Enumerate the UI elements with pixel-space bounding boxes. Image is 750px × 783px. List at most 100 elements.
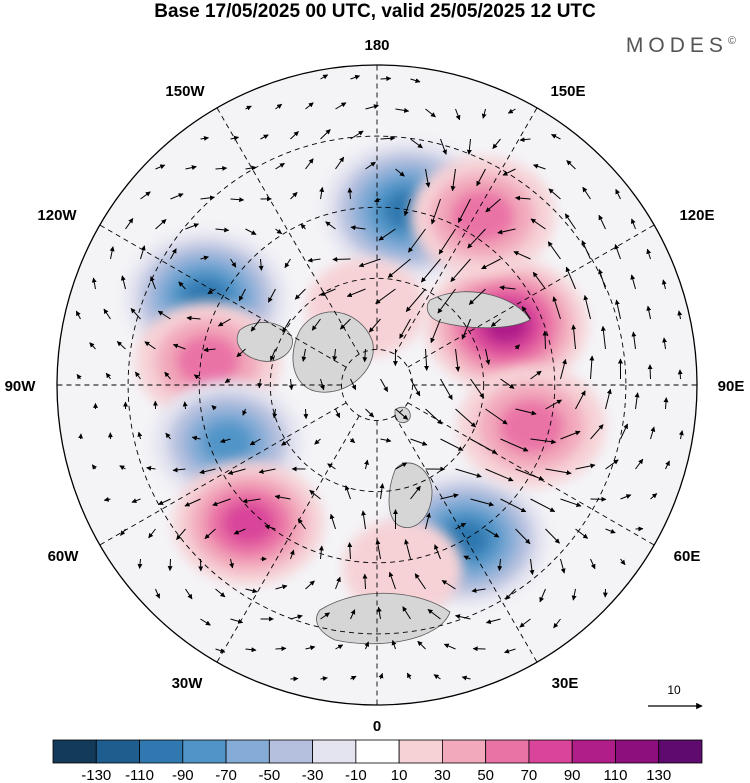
wind-arrow — [467, 228, 486, 249]
wind-arrow — [200, 135, 209, 141]
wind-arrow — [275, 162, 285, 170]
wind-arrow — [376, 606, 382, 620]
wind-arrow — [466, 138, 472, 155]
longitude-label: 0 — [373, 718, 381, 735]
colorbar: -130 -110 -90 -70 -50 -30 -10 10 30 50 70 90 110 130 — [52, 739, 703, 783]
wind-arrow — [461, 675, 471, 681]
wind-arrow — [103, 308, 111, 320]
wind-arrow — [497, 558, 503, 572]
wind-arrow — [440, 378, 453, 401]
wind-arrow — [455, 348, 461, 372]
anomaly-level — [222, 501, 275, 545]
anomaly-level — [342, 518, 463, 618]
wind-arrow — [399, 318, 411, 339]
wind-arrow — [204, 528, 216, 539]
wind-arrow — [137, 431, 143, 440]
wind-arrow — [167, 558, 173, 572]
wind-arrow — [450, 258, 471, 282]
wind-arrow — [677, 369, 683, 380]
wind-arrow — [395, 408, 409, 420]
wind-arrow — [545, 399, 563, 410]
wind-arrow — [362, 573, 368, 590]
wind-arrow — [335, 102, 347, 110]
wind-arrow — [513, 251, 531, 260]
wind-arrow — [590, 558, 596, 570]
wind-arrow — [545, 528, 560, 544]
wind-arrow — [425, 108, 436, 118]
wind-arrow — [410, 485, 421, 500]
wind-arrow — [375, 288, 396, 304]
wind-arrow — [272, 408, 278, 419]
wind-arrow — [505, 588, 516, 600]
wind-arrow — [437, 288, 456, 314]
wind-arrow — [380, 437, 392, 443]
wind-arrow — [176, 528, 186, 540]
colorbar-tick-label: 90 — [564, 767, 581, 783]
brand-text: MODES — [625, 34, 728, 57]
wind-arrow — [219, 438, 231, 444]
wind-arrow — [481, 108, 487, 119]
wind-arrow — [583, 294, 591, 320]
wind-arrow — [471, 587, 486, 593]
wind-arrow — [294, 288, 306, 300]
longitude-label: 150E — [550, 83, 585, 100]
wind-arrow — [492, 138, 501, 150]
wind-arrow — [646, 305, 652, 320]
wind-arrow — [646, 248, 652, 260]
wind-arrow — [347, 542, 353, 560]
wind-arrow — [647, 364, 653, 380]
longitude-label: 60W — [48, 548, 80, 565]
wind-arrow — [620, 423, 629, 440]
wind-arrow — [560, 358, 567, 380]
wind-arrow — [650, 426, 656, 440]
wind-arrow — [455, 108, 461, 121]
wind-arrow — [305, 102, 314, 110]
wind-arrow — [410, 78, 421, 83]
wind-arrow — [344, 485, 351, 500]
wind-arrow — [581, 240, 591, 260]
longitude-labels: 180 150E 120E 90E 60E 30E 0 30W 60W 90W 120W 150W — [5, 37, 745, 735]
copyright-mark: © — [727, 35, 736, 47]
wind-arrow — [430, 198, 441, 225]
wind-arrow — [155, 219, 167, 230]
wind-arrow — [443, 643, 456, 650]
wind-arrow — [236, 348, 246, 358]
colorbar-segment — [398, 739, 443, 764]
wind-arrow — [507, 108, 516, 114]
wind-arrow — [199, 468, 216, 475]
wind-arrow — [320, 612, 330, 620]
wind-arrow — [140, 191, 151, 200]
wind-arrow — [552, 296, 561, 320]
wind-arrow — [290, 192, 298, 200]
wind-arrow — [200, 618, 211, 626]
wind-arrow — [311, 318, 321, 331]
wind-arrow — [425, 512, 431, 530]
wind-arrow — [410, 438, 428, 446]
wind-arrow — [318, 545, 324, 560]
wind-arrow — [365, 408, 375, 418]
greenland-landmass — [292, 311, 374, 393]
wind-arrow — [193, 374, 201, 380]
wind-arrow — [229, 558, 234, 569]
longitude-label: 90W — [5, 378, 37, 395]
wind-arrow — [529, 558, 535, 576]
wind-arrow — [490, 318, 501, 327]
wind-arrow — [267, 288, 276, 303]
wind-arrow — [380, 378, 389, 393]
meridian-line — [407, 224, 655, 368]
wind-arrow — [288, 378, 294, 391]
wind-arrow — [350, 74, 361, 80]
longitude-label: 30W — [172, 675, 204, 692]
wind-arrow — [403, 198, 411, 217]
colorbar-tick-label: 50 — [477, 767, 494, 783]
wind-arrow — [395, 462, 408, 470]
reference-vector-label: 10 — [667, 683, 681, 697]
wind-arrow — [185, 165, 197, 171]
wind-arrow — [663, 397, 669, 410]
wind-arrow — [530, 218, 546, 230]
wind-arrow — [564, 213, 576, 230]
wind-vectors — [75, 74, 684, 682]
wind-arrow — [297, 518, 306, 530]
wind-arrow — [245, 165, 257, 171]
wind-arrow — [242, 498, 261, 504]
